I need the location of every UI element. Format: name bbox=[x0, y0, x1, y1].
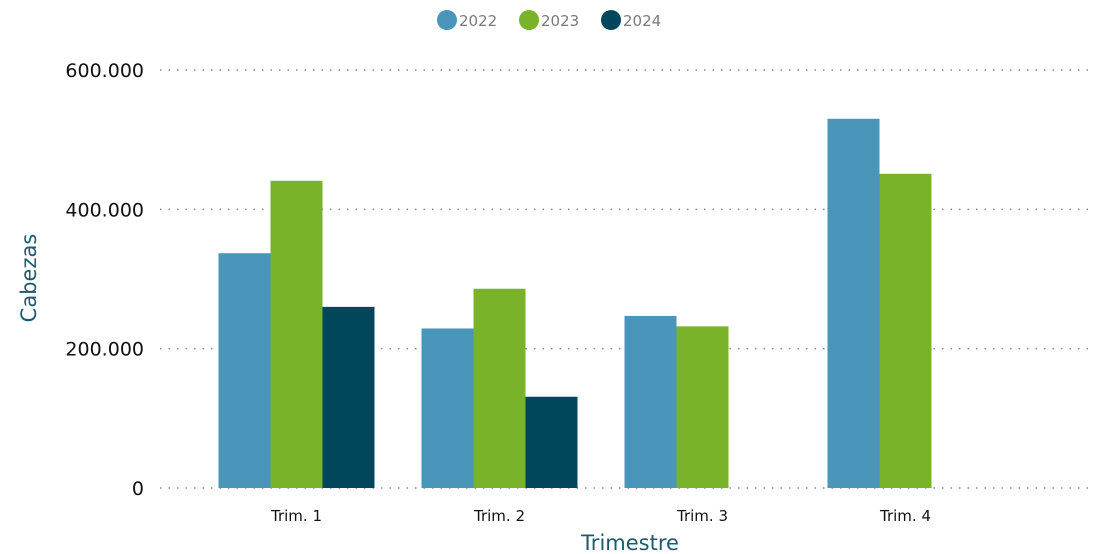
legend-item-2022: 2022 bbox=[437, 10, 497, 30]
x-tick-label: Trim. 2 bbox=[473, 507, 525, 525]
bar-2024-trim-1 bbox=[322, 306, 375, 488]
bar-2022-trim-1 bbox=[218, 253, 271, 488]
y-axis-title: Cabezas bbox=[17, 234, 41, 323]
legend-marker bbox=[519, 10, 539, 30]
bar-2022-trim-4 bbox=[827, 118, 880, 489]
bars bbox=[218, 118, 932, 489]
y-tick-label: 0 bbox=[132, 478, 144, 500]
x-axis-ticks: Trim. 1 Trim. 2 Trim. 3 Trim. 4 bbox=[270, 507, 931, 525]
bar-2024-trim-2 bbox=[525, 396, 578, 488]
x-axis-title: Trimestre bbox=[580, 531, 679, 554]
y-tick-label: 200.000 bbox=[65, 339, 144, 361]
bar-2022-trim-3 bbox=[624, 315, 677, 488]
x-tick-label: Trim. 4 bbox=[879, 507, 931, 525]
y-axis-ticks: 0 200.000 400.000 600.000 bbox=[65, 60, 144, 500]
bar-2022-trim-2 bbox=[421, 328, 474, 488]
legend-label: 2022 bbox=[459, 12, 497, 30]
bar-2023-trim-2 bbox=[473, 288, 526, 488]
bar-2023-trim-4 bbox=[879, 173, 932, 488]
y-tick-label: 600.000 bbox=[65, 60, 144, 82]
x-tick-label: Trim. 3 bbox=[676, 507, 728, 525]
legend: 2022 2023 2024 bbox=[437, 10, 661, 30]
legend-item-2023: 2023 bbox=[519, 10, 579, 30]
y-tick-label: 400.000 bbox=[65, 199, 144, 221]
legend-marker bbox=[437, 10, 457, 30]
bar-2023-trim-3 bbox=[676, 326, 729, 488]
legend-label: 2024 bbox=[623, 12, 661, 30]
legend-label: 2023 bbox=[541, 12, 579, 30]
legend-marker bbox=[601, 10, 621, 30]
legend-item-2024: 2024 bbox=[601, 10, 661, 30]
bar-2023-trim-1 bbox=[270, 180, 323, 488]
x-tick-label: Trim. 1 bbox=[270, 507, 322, 525]
